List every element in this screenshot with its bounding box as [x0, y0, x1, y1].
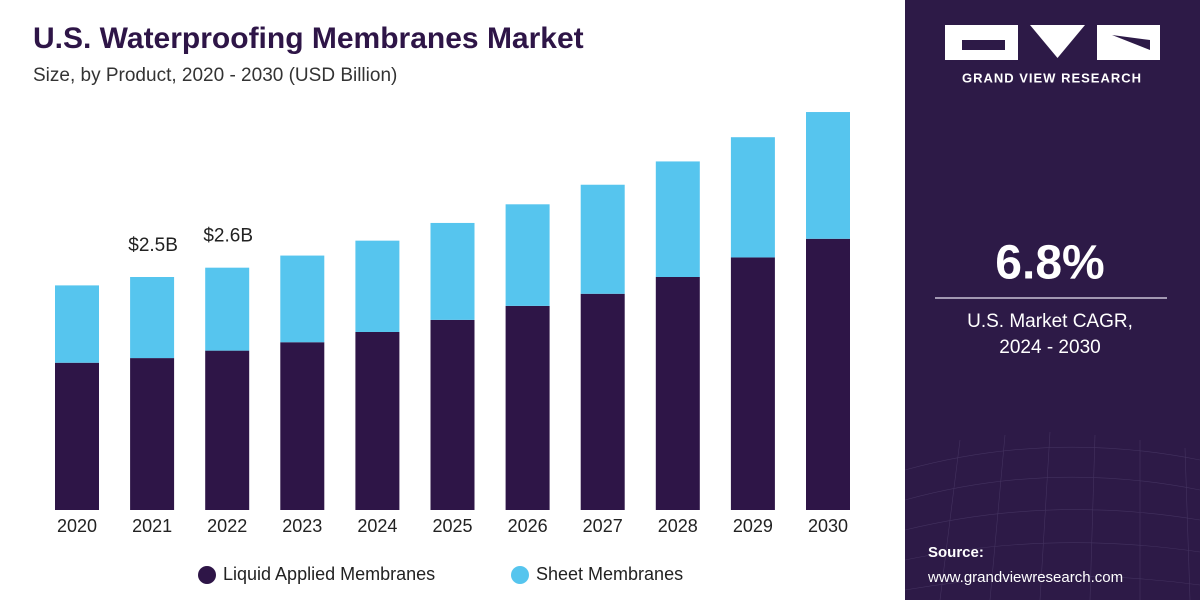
legend-label: Sheet Membranes [536, 564, 683, 584]
bar-segment [355, 331, 400, 510]
x-tick-label: 2029 [733, 516, 773, 536]
bar-segment [580, 184, 625, 294]
bar-segment [430, 319, 475, 510]
bar-segment [806, 112, 850, 239]
legend-swatch [198, 566, 216, 584]
bar-segment [806, 238, 850, 510]
bar-segment [205, 350, 250, 510]
total-label: $2.6B [203, 226, 253, 247]
logo [945, 25, 1160, 60]
bar-segment [505, 305, 550, 510]
x-tick-label: 2023 [282, 516, 322, 536]
x-tick-label: 2022 [207, 516, 247, 536]
cagr-value: 6.8% [995, 237, 1104, 290]
x-tick-label: 2025 [432, 516, 472, 536]
x-tick-label: 2026 [508, 516, 548, 536]
bar-segment [55, 285, 99, 363]
source-url[interactable]: www.grandviewresearch.com [927, 569, 1123, 586]
sidebar-panel [905, 0, 1200, 600]
bar-segment [655, 161, 700, 277]
bar-segment [355, 240, 400, 332]
legend-swatch [511, 566, 529, 584]
bar-segment [130, 358, 175, 510]
bar-segment [130, 277, 175, 359]
x-tick-label: 2030 [808, 516, 848, 536]
bar-segment [205, 267, 250, 351]
bar-segment [55, 362, 99, 510]
x-tick-label: 2024 [357, 516, 397, 536]
grid-texture [904, 431, 1200, 600]
bar-segment [505, 204, 550, 306]
x-tick-label: 2028 [658, 516, 698, 536]
legend-label: Liquid Applied Membranes [223, 564, 435, 584]
bar-segment [730, 137, 775, 258]
chart-subtitle: Size, by Product, 2020 - 2030 (USD Billi… [33, 65, 397, 86]
x-tick-label: 2020 [57, 516, 97, 536]
bar-segment [430, 222, 475, 320]
total-label: $2.5B [128, 235, 178, 256]
bar-segment [730, 257, 775, 510]
bar-segment [280, 342, 325, 510]
x-tick-label: 2021 [132, 516, 172, 536]
source-label: Source: [928, 544, 984, 561]
cagr-label: 2024 - 2030 [999, 337, 1100, 358]
bar-segment [655, 277, 700, 510]
bar-segment [580, 293, 625, 510]
bar-segment [280, 255, 325, 343]
x-tick-label: 2027 [583, 516, 623, 536]
cagr-label: U.S. Market CAGR, [967, 311, 1133, 332]
chart-title: U.S. Waterproofing Membranes Market [33, 22, 584, 55]
brand-name: GRAND VIEW RESEARCH [962, 70, 1142, 85]
